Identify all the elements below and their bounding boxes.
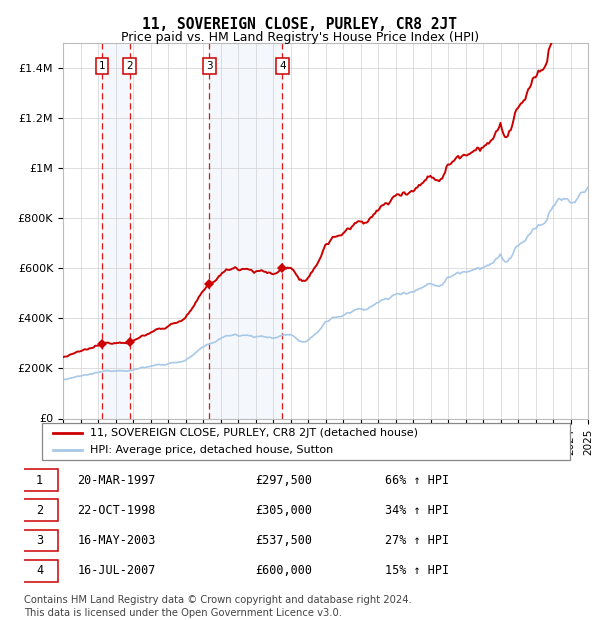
Text: Price paid vs. HM Land Registry's House Price Index (HPI): Price paid vs. HM Land Registry's House … — [121, 31, 479, 44]
FancyBboxPatch shape — [21, 529, 58, 551]
Text: £305,000: £305,000 — [255, 504, 312, 517]
Text: 3: 3 — [36, 534, 43, 547]
Text: 15% ↑ HPI: 15% ↑ HPI — [385, 564, 449, 577]
Text: 16-JUL-2007: 16-JUL-2007 — [77, 564, 156, 577]
Text: 34% ↑ HPI: 34% ↑ HPI — [385, 504, 449, 517]
Text: Contains HM Land Registry data © Crown copyright and database right 2024.
This d: Contains HM Land Registry data © Crown c… — [24, 595, 412, 618]
Text: 4: 4 — [36, 564, 43, 577]
FancyBboxPatch shape — [42, 423, 570, 460]
Text: 66% ↑ HPI: 66% ↑ HPI — [385, 474, 449, 487]
Text: £297,500: £297,500 — [255, 474, 312, 487]
Text: 27% ↑ HPI: 27% ↑ HPI — [385, 534, 449, 547]
Text: £537,500: £537,500 — [255, 534, 312, 547]
Text: 16-MAY-2003: 16-MAY-2003 — [77, 534, 156, 547]
Text: 11, SOVEREIGN CLOSE, PURLEY, CR8 2JT (detached house): 11, SOVEREIGN CLOSE, PURLEY, CR8 2JT (de… — [89, 428, 418, 438]
Text: 2: 2 — [127, 61, 133, 71]
Text: 20-MAR-1997: 20-MAR-1997 — [77, 474, 156, 487]
FancyBboxPatch shape — [21, 469, 58, 491]
Text: 1: 1 — [98, 61, 105, 71]
Text: 2: 2 — [36, 504, 43, 517]
Bar — [209, 43, 283, 418]
FancyBboxPatch shape — [21, 500, 58, 521]
Text: 4: 4 — [279, 61, 286, 71]
Text: £600,000: £600,000 — [255, 564, 312, 577]
Text: 22-OCT-1998: 22-OCT-1998 — [77, 504, 156, 517]
Text: 1: 1 — [36, 474, 43, 487]
Text: 11, SOVEREIGN CLOSE, PURLEY, CR8 2JT: 11, SOVEREIGN CLOSE, PURLEY, CR8 2JT — [143, 17, 458, 32]
Text: HPI: Average price, detached house, Sutton: HPI: Average price, detached house, Sutt… — [89, 445, 333, 454]
Bar — [102, 43, 130, 418]
FancyBboxPatch shape — [21, 560, 58, 582]
Text: 3: 3 — [206, 61, 213, 71]
